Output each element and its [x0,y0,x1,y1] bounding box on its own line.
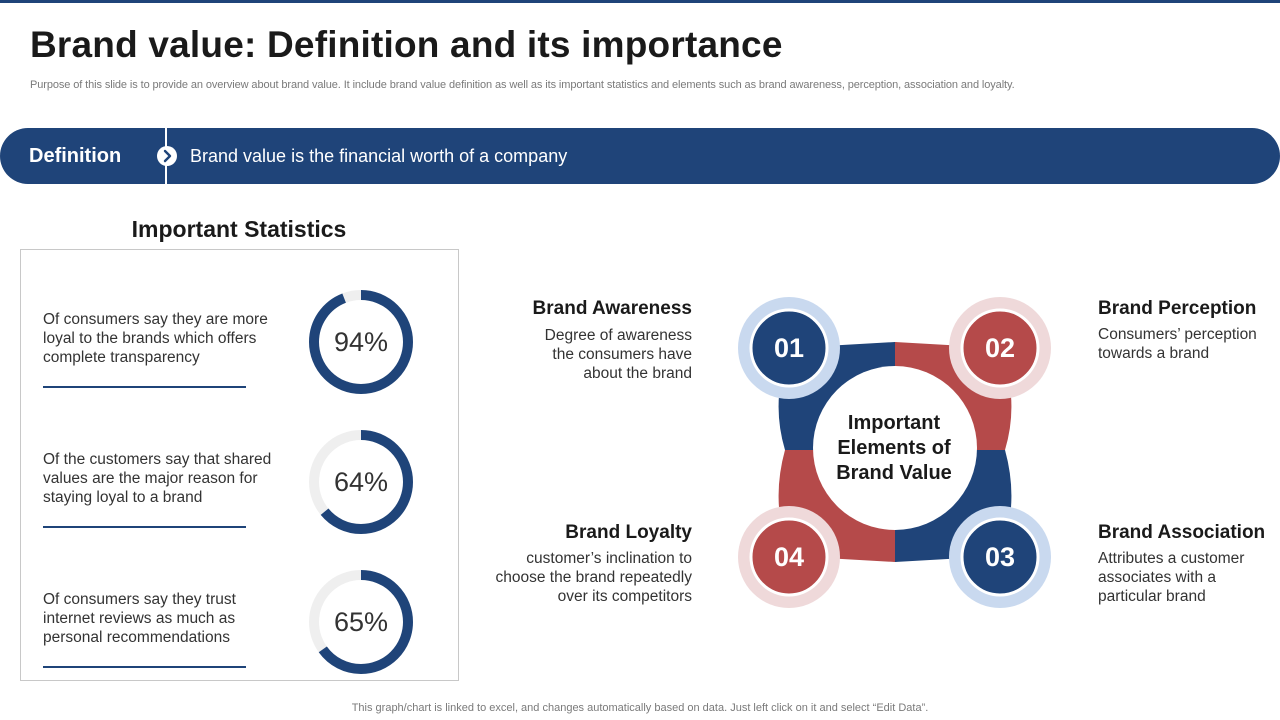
statistics-heading: Important Statistics [131,216,347,242]
donut-arc [309,430,413,534]
slide-title: Brand value: Definition and its importan… [30,24,783,65]
statistics-panel: Of consumers say they are more loyal to … [20,249,459,681]
definition-label: Definition [29,145,122,167]
stat-row: Of consumers say they are more loyal to … [21,268,458,408]
definition-banner: Definition Brand value is the financial … [0,128,1280,184]
stat-underline [43,386,246,388]
elements-center-label: Important Elements of Brand Value [836,412,952,484]
stat-description: Of consumers say they trust internet rev… [43,591,236,646]
stat-percent: 94% [333,327,389,357]
chevron-right-icon [157,146,177,166]
footer-note: This graph/chart is linked to excel, and… [351,702,929,714]
stat-donut-chart: 94% [307,288,415,396]
element-desc-brand-perception: Consumers’ perception towards a brand [1098,326,1257,362]
slide-subtitle: Purpose of this slide is to provide an o… [30,79,1015,91]
element-title-brand-awareness: Brand Awareness [532,298,692,319]
element-title-brand-perception: Brand Perception [1098,298,1257,319]
stat-description: Of consumers say they are more loyal to … [43,311,268,366]
stat-donut-chart: 64% [307,428,415,536]
element-desc-brand-loyalty: customer’s inclination to choose the bra… [495,550,692,605]
element-number-01: 01 [773,333,805,363]
stat-donut-chart: 65% [307,568,415,676]
donut-arc [309,570,413,674]
stat-description: Of the customers say that shared values … [43,451,272,506]
elements-diagram [738,297,1051,608]
stat-percent: 65% [333,607,389,637]
element-desc-brand-awareness: Degree of awareness the consumers have a… [544,327,692,382]
element-number-03: 03 [984,542,1016,572]
stat-row: Of the customers say that shared values … [21,408,458,548]
element-title-brand-loyalty: Brand Loyalty [565,522,692,543]
stat-underline [43,666,246,668]
center-disc [813,366,977,530]
donut-arc [309,290,413,394]
definition-text: Brand value is the financial worth of a … [190,146,568,166]
stat-row: Of consumers say they trust internet rev… [21,548,458,688]
element-number-04: 04 [773,542,805,572]
stat-percent: 64% [333,467,389,497]
element-desc-brand-association: Attributes a customer associates with a … [1098,550,1245,605]
top-accent-rule [0,0,1280,3]
element-title-brand-association: Brand Association [1098,522,1266,543]
element-number-02: 02 [984,333,1016,363]
stat-underline [43,526,246,528]
